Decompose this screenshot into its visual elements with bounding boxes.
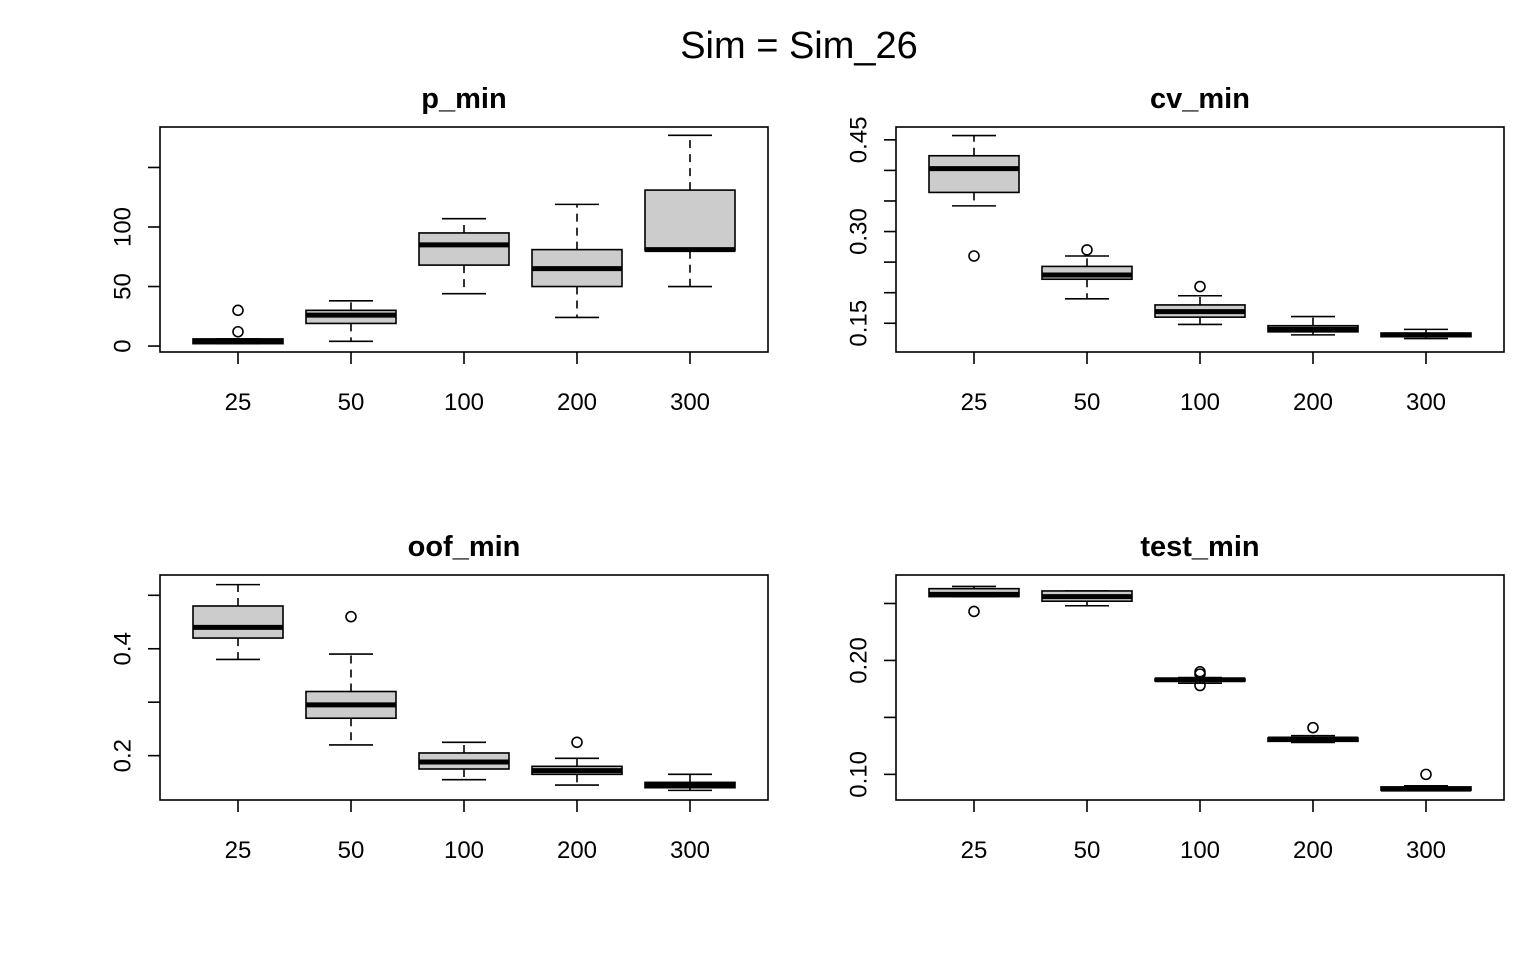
- y-tick-label: 0.4: [109, 632, 136, 665]
- outlier-point: [1307, 721, 1319, 734]
- x-tick-label: 300: [1406, 389, 1446, 416]
- boxplot-300: [644, 773, 736, 792]
- x-tick-label: 100: [1180, 837, 1220, 864]
- iqr-box: [192, 605, 284, 639]
- y-tick-label: 0.15: [845, 300, 872, 347]
- outlier-point: [232, 304, 244, 317]
- y-tick-label: 100: [109, 207, 136, 247]
- iqr-box: [418, 232, 510, 266]
- y-tick-label: 0.30: [845, 208, 872, 255]
- x-tick-label: 25: [961, 389, 988, 416]
- boxplot-25: [928, 134, 1020, 262]
- x-tick-label: 100: [444, 837, 484, 864]
- x-tick-label: 300: [670, 389, 710, 416]
- y-tick-label: 0.2: [109, 739, 136, 772]
- panel-oof_min: oof_min 0.2 0.4 25 50 100 200 300: [109, 531, 769, 864]
- boxplot-200: [531, 736, 623, 786]
- boxplot-100: [418, 741, 510, 781]
- x-tick-label: 300: [670, 837, 710, 864]
- outlier-point: [1194, 679, 1206, 692]
- panel-p_min: p_min 0 50 100 25 50 100 200 300: [109, 83, 769, 416]
- outlier-point: [1420, 768, 1432, 781]
- x-tick-label: 50: [338, 837, 365, 864]
- outlier-point: [968, 250, 980, 262]
- x-tick-label: 200: [1293, 837, 1333, 864]
- figure-title: Sim = Sim_26: [680, 25, 918, 67]
- outlier-point: [1194, 666, 1206, 678]
- x-tick-label: 200: [1293, 389, 1333, 416]
- boxplot-50: [305, 610, 397, 746]
- boxplot-50: [1041, 590, 1133, 607]
- boxplot-200: [1267, 721, 1359, 744]
- panel-test_min: test_min 0.10 0.20 25 50 100 200 300: [845, 531, 1505, 864]
- outlier-point: [968, 605, 980, 618]
- x-tick-label: 25: [961, 837, 988, 864]
- outlier-point: [345, 610, 357, 623]
- outlier-point: [1081, 244, 1093, 256]
- boxplot-100: [1154, 666, 1246, 692]
- x-tick-label: 100: [1180, 389, 1220, 416]
- iqr-box: [644, 189, 736, 252]
- panel-title: oof_min: [408, 531, 521, 563]
- y-tick-label: 0.10: [845, 751, 872, 798]
- x-tick-label: 200: [557, 837, 597, 864]
- boxplot-100: [418, 217, 510, 295]
- y-tick-label: 0.45: [845, 116, 872, 163]
- panel-title: test_min: [1140, 531, 1259, 563]
- y-tick-label: 0.20: [845, 637, 872, 684]
- x-tick-label: 50: [1074, 389, 1101, 416]
- panels: p_min 0 50 100 25 50 100 200 300 cv_min 0.15 0.30 0.…: [109, 83, 1505, 864]
- boxplot-25: [192, 583, 284, 661]
- boxplot-300: [644, 134, 736, 288]
- boxplot-300: [1380, 768, 1472, 792]
- y-tick-label: 50: [109, 273, 136, 300]
- iqr-box: [928, 154, 1020, 194]
- x-tick-label: 50: [338, 389, 365, 416]
- boxplot-25: [192, 304, 284, 345]
- outlier-point: [571, 736, 583, 749]
- x-tick-label: 300: [1406, 837, 1446, 864]
- boxplot-300: [1380, 328, 1472, 340]
- boxplot-25: [928, 585, 1020, 618]
- panel-cv_min: cv_min 0.15 0.30 0.45 25 50 100 200 300: [845, 83, 1505, 416]
- x-tick-label: 25: [225, 389, 252, 416]
- y-tick-label: 0: [109, 339, 136, 352]
- outlier-point: [1194, 280, 1206, 293]
- panel-title: p_min: [421, 83, 506, 115]
- outlier-point: [232, 325, 244, 338]
- panel-title: cv_min: [1150, 83, 1250, 115]
- boxplot-50: [305, 300, 397, 343]
- x-tick-label: 200: [557, 389, 597, 416]
- boxplot-200: [531, 203, 623, 319]
- boxplot-50: [1041, 244, 1133, 300]
- x-tick-label: 100: [444, 389, 484, 416]
- boxplot-200: [1267, 315, 1359, 336]
- x-tick-label: 50: [1074, 837, 1101, 864]
- x-tick-label: 25: [225, 837, 252, 864]
- boxplot-100: [1154, 280, 1246, 326]
